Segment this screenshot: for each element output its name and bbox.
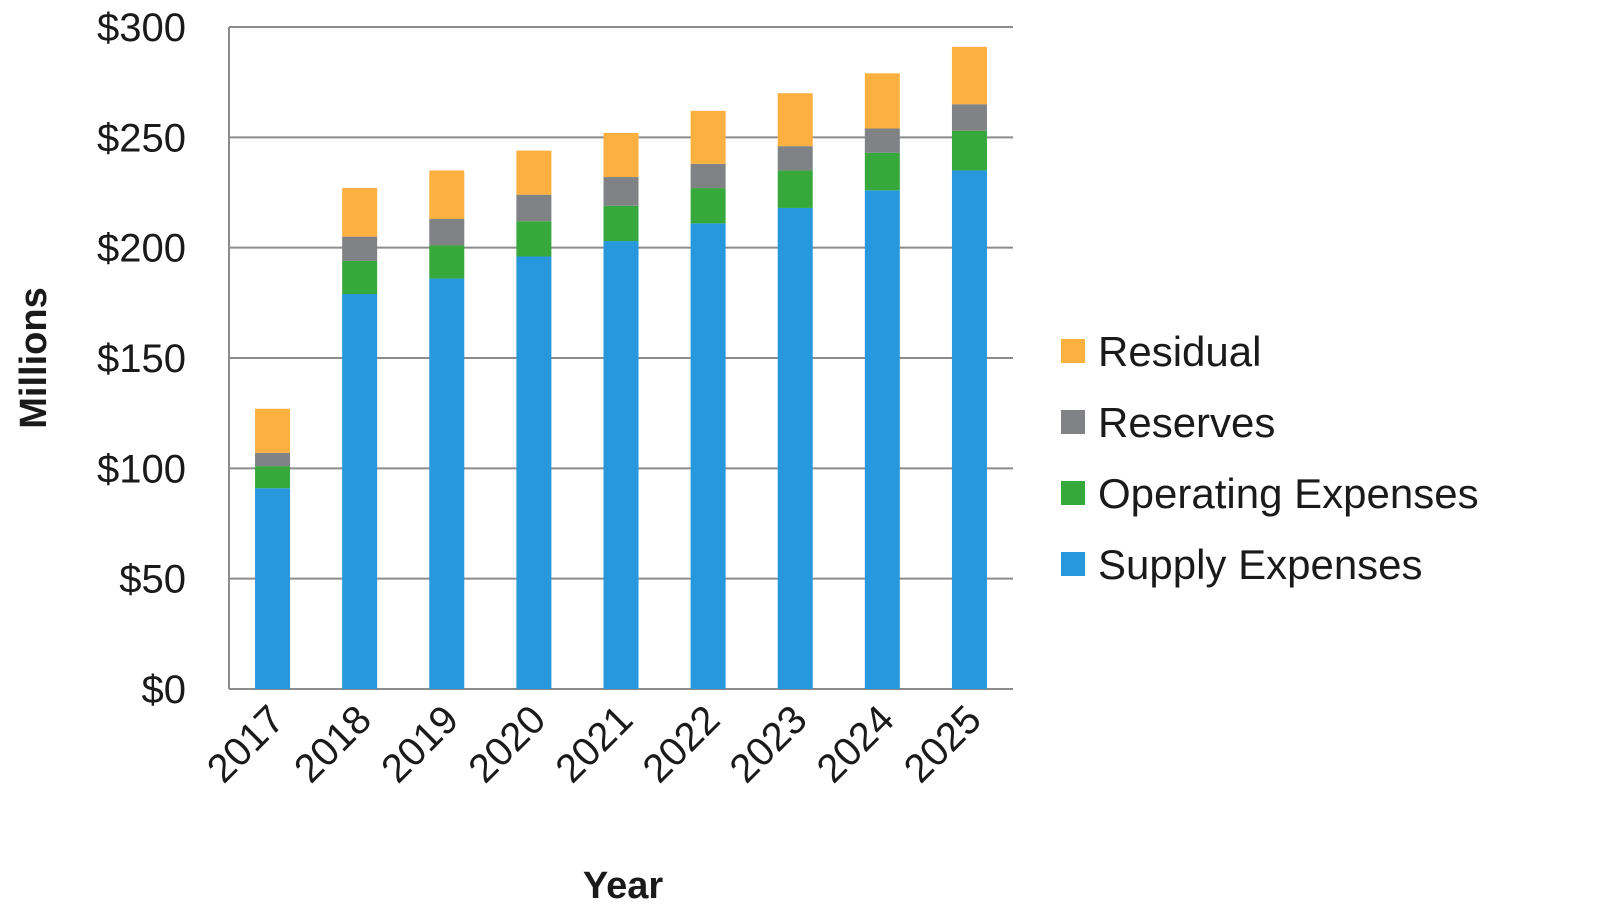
bar-segment-supply-expenses [864,190,900,689]
bar-segment-operating-expenses [429,245,465,279]
x-tick-label: 2017 [199,697,293,791]
legend: Residual Reserves Operating Expenses Supply… [1061,328,1479,588]
bar-segment-residual [255,408,291,453]
legend-swatch-residual [1061,339,1085,363]
bar-segment-reserves [690,163,726,189]
y-tick-label: $150 [97,337,186,381]
bar-segment-supply-expenses [603,241,639,689]
x-tick-label: 2025 [896,697,990,791]
x-tick-label: 2018 [286,697,380,791]
bar-segment-residual [951,46,987,105]
y-tick-label: $250 [97,116,186,160]
bar-segment-supply-expenses [342,294,378,689]
bar-segment-residual [690,110,726,164]
bar-segment-reserves [603,177,639,206]
bar-segment-supply-expenses [951,170,987,689]
bar-segment-operating-expenses [603,205,639,242]
bar-segment-residual [342,188,378,237]
bar-segment-residual [429,170,465,219]
bar-segment-reserves [429,218,465,246]
x-tick-label: 2023 [722,697,816,791]
x-tick-label: 2022 [634,697,728,791]
bar-segment-supply-expenses [429,278,465,689]
bar-segment-operating-expenses [777,170,813,208]
y-tick-label: $200 [97,227,186,271]
bar-segment-operating-expenses [516,221,552,257]
x-axis-title: Year [583,865,664,907]
bar-segment-operating-expenses [342,260,378,295]
bar-segment-supply-expenses [777,207,813,690]
bar-segment-supply-expenses [255,488,291,689]
x-tick-label: 2024 [809,697,903,791]
bar-segment-reserves [255,452,291,467]
x-tick-label: 2019 [373,697,467,791]
bar-segment-supply-expenses [516,256,552,689]
bar-segment-residual [516,150,552,195]
y-tick-label: $100 [97,447,186,491]
y-tick-label: $0 [142,668,187,712]
y-axis-tick-labels: $0 $50 $100 $150 $200 $250 $300 [97,6,186,712]
bar-segment-reserves [342,236,378,261]
y-tick-label: $50 [119,558,186,602]
bar-segment-residual [864,73,900,129]
x-tick-label: 2020 [460,697,554,791]
bar-segment-reserves [864,128,900,153]
bar-segment-operating-expenses [690,188,726,224]
bar-segment-reserves [951,104,987,131]
bar-segment-operating-expenses [951,130,987,171]
bars [255,46,987,690]
legend-label-reserves: Reserves [1098,399,1275,446]
legend-swatch-operating-expenses [1061,481,1085,505]
bar-segment-operating-expenses [864,152,900,191]
bar-segment-reserves [516,194,552,222]
legend-swatch-reserves [1061,410,1085,434]
bar-segment-supply-expenses [690,223,726,690]
bar-segment-operating-expenses [255,466,291,489]
legend-label-supply-expenses: Supply Expenses [1098,541,1423,588]
legend-label-residual: Residual [1098,328,1261,375]
bar-segment-residual [603,132,639,178]
y-axis-title: Millions [13,287,55,428]
legend-label-operating-expenses: Operating Expenses [1098,470,1479,517]
bar-segment-reserves [777,146,813,171]
bar-segment-residual [777,93,813,147]
x-tick-label: 2021 [547,697,641,791]
legend-swatch-supply-expenses [1061,552,1085,576]
y-tick-label: $300 [97,6,186,50]
